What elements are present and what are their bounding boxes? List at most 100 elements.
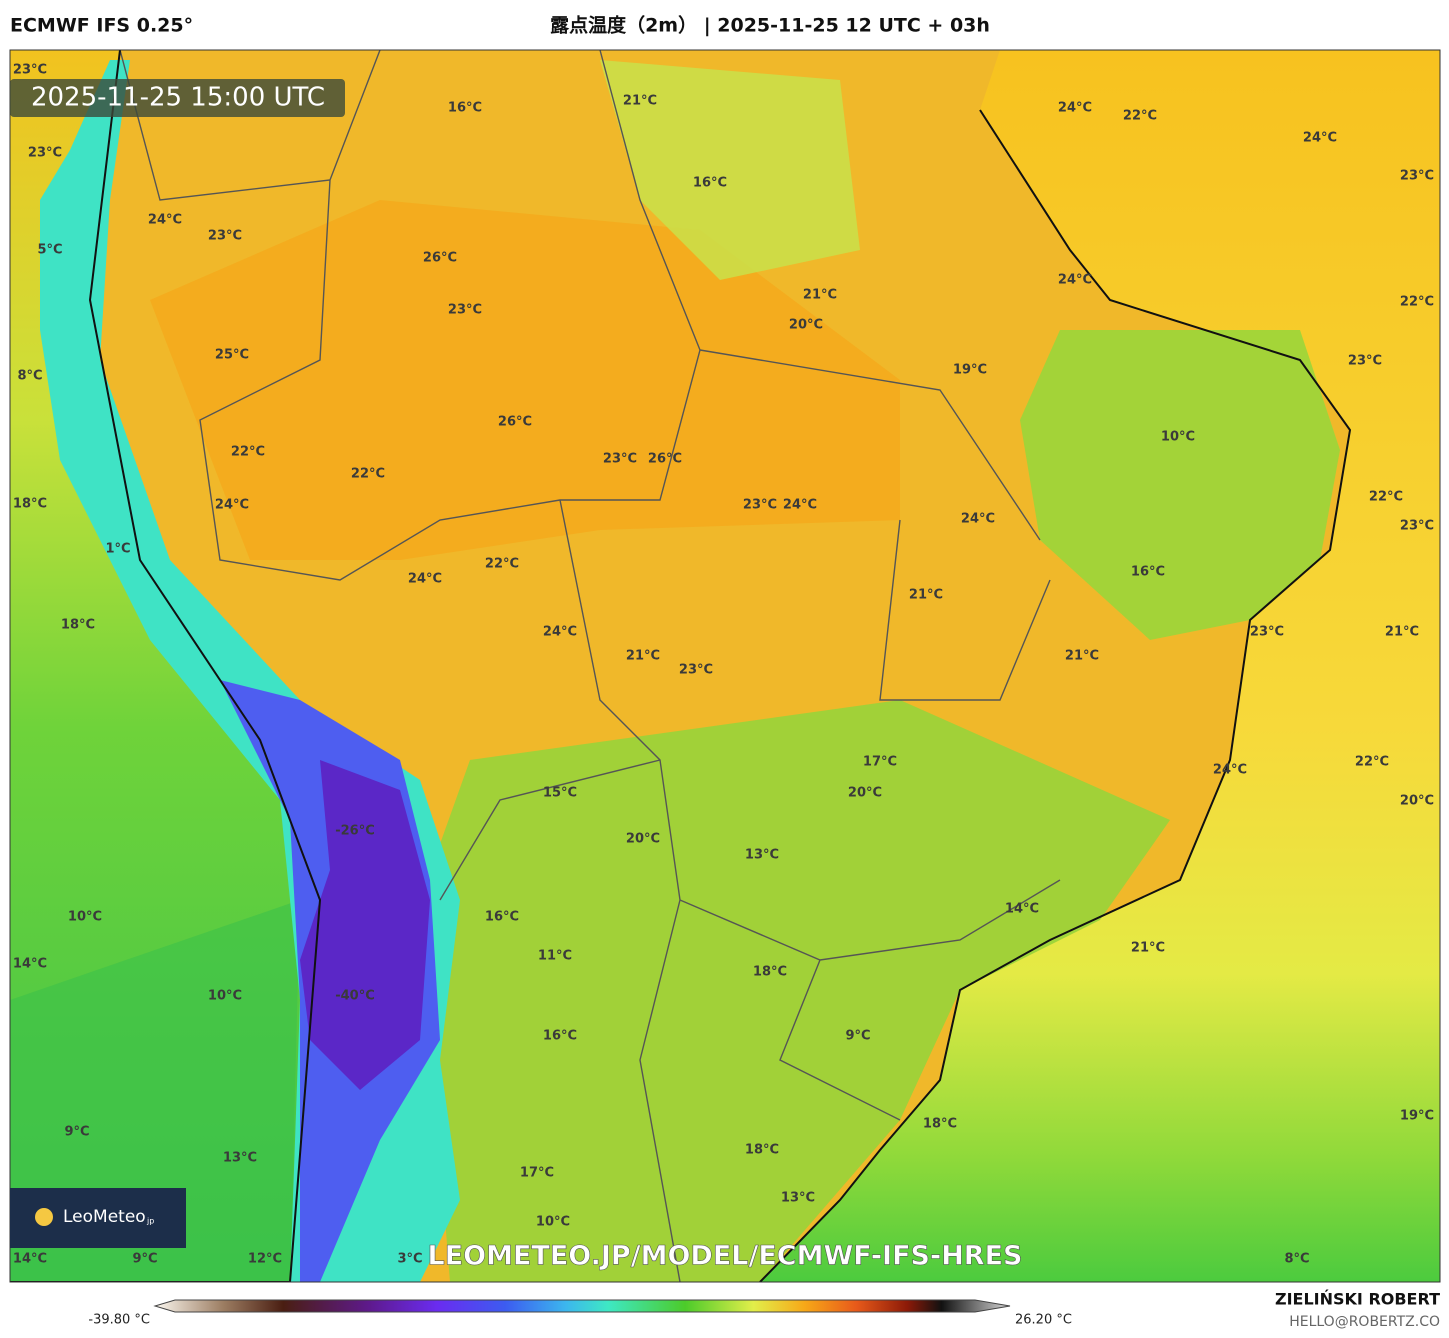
temperature-label: 21°C — [1385, 625, 1419, 640]
temperature-label: 10°C — [536, 1215, 570, 1230]
borders — [119, 50, 1061, 1282]
temperature-label: -40°C — [335, 989, 375, 1004]
time-box — [10, 79, 345, 117]
map-frame — [9, 49, 1441, 1283]
temperature-label: 5°C — [37, 243, 62, 258]
temperature-label: 9°C — [845, 1029, 870, 1044]
temperature-label: 9°C — [132, 1252, 157, 1267]
coastline — [10, 50, 1352, 1282]
map — [10, 50, 1440, 1282]
temperature-label: 14°C — [13, 1252, 47, 1267]
temperature-label: 22°C — [1123, 109, 1157, 124]
temperature-label: 16°C — [693, 176, 727, 191]
temperature-label: 22°C — [485, 557, 519, 572]
temperature-label: 24°C — [1213, 763, 1247, 778]
temperature-label: 22°C — [1355, 755, 1389, 770]
temperature-label: 3°C — [397, 1252, 422, 1267]
author: ZIELIŃSKI ROBERT — [1275, 1290, 1440, 1309]
temperature-label: 17°C — [863, 755, 897, 770]
temperature-label: 10°C — [1161, 430, 1195, 445]
temperature-label: 13°C — [223, 1151, 257, 1166]
temperature-label: 24°C — [543, 625, 577, 640]
temperature-label: 23°C — [679, 663, 713, 678]
temperature-label: 24°C — [1058, 101, 1092, 116]
temperature-label: 19°C — [953, 363, 987, 378]
temperature-label: 21°C — [1065, 649, 1099, 664]
temperature-label: 24°C — [783, 498, 817, 513]
temperature-label: 20°C — [1400, 794, 1434, 809]
temperature-label: 24°C — [1303, 131, 1337, 146]
temperature-label: 23°C — [13, 63, 47, 78]
temperature-label: 23°C — [603, 452, 637, 467]
temperature-label: 22°C — [231, 445, 265, 460]
colorbar: -39.80 °C 26.20 °C — [88, 1299, 1072, 1328]
temperature-label: 24°C — [215, 498, 249, 513]
temperature-label: 23°C — [1250, 625, 1284, 640]
temperature-label: 14°C — [13, 957, 47, 972]
temperature-label: 20°C — [789, 318, 823, 333]
green-northeast — [1020, 330, 1340, 640]
temperature-label: 26°C — [498, 415, 532, 430]
temperature-label: 10°C — [208, 989, 242, 1004]
temperature-label: 23°C — [28, 146, 62, 161]
logo-suffix: jp — [146, 1217, 154, 1226]
temperature-label: 19°C — [1400, 1109, 1434, 1124]
temperature-label: 8°C — [17, 369, 42, 384]
temperature-label: 21°C — [803, 288, 837, 303]
temperature-label: 24°C — [961, 512, 995, 527]
colorbar-bar — [153, 1299, 1011, 1313]
temperature-label: 16°C — [448, 101, 482, 116]
temperature-label: 23°C — [1400, 519, 1434, 534]
temperature-label: 26°C — [423, 251, 457, 266]
temperature-label: 10°C — [68, 910, 102, 925]
temperature-label: 24°C — [148, 213, 182, 228]
logo-sun — [35, 1208, 53, 1226]
temperature-label: 23°C — [743, 498, 777, 513]
temperature-label: 18°C — [61, 618, 95, 633]
green-north — [600, 60, 860, 280]
map-title: 露点温度（2m） | 2025-11-25 12 UTC + 03h — [550, 14, 990, 37]
watermark: LEOMETEO.JP/MODEL/ECMWF-IFS-HRES — [428, 1241, 1023, 1272]
temperature-labels: 23°C 16°C 21°C 24°C 22°C 24°C 23°C 23°C 16°C 24°C… — [13, 63, 1434, 1267]
temperature-label: 18°C — [13, 497, 47, 512]
temperature-label: 25°C — [215, 348, 249, 363]
temperature-label: 16°C — [485, 910, 519, 925]
temperature-label: 16°C — [543, 1029, 577, 1044]
temperature-label: -26°C — [335, 824, 375, 839]
temperature-label: 16°C — [1131, 565, 1165, 580]
temperature-label: 21°C — [626, 649, 660, 664]
valid-time: 2025-11-25 15:00 UTC — [31, 83, 325, 113]
email: HELLO@ROBERTZ.CO — [1289, 1314, 1440, 1330]
logo-name: LeoMeteo — [63, 1207, 146, 1227]
temperature-label: 23°C — [1400, 169, 1434, 184]
colorbar-max: 26.20 °C — [1015, 1313, 1072, 1328]
temperature-label: 12°C — [248, 1252, 282, 1267]
temperature-label: 13°C — [781, 1191, 815, 1206]
temperature-label: 20°C — [848, 786, 882, 801]
pacific-south — [10, 900, 300, 1282]
temperature-label: 17°C — [520, 1166, 554, 1181]
temperature-label: 1°C — [105, 542, 130, 557]
temperature-label: 13°C — [745, 848, 779, 863]
altiplano-cold — [300, 760, 430, 1090]
temperature-label: 15°C — [543, 786, 577, 801]
temperature-label: 22°C — [351, 467, 385, 482]
temperature-label: 23°C — [1348, 354, 1382, 369]
temperature-label: 8°C — [1284, 1252, 1309, 1267]
green-south — [420, 700, 1170, 1282]
temperature-label: 24°C — [408, 572, 442, 587]
temperature-label: 24°C — [1058, 273, 1092, 288]
temperature-label: 26°C — [648, 452, 682, 467]
temperature-label: 23°C — [208, 229, 242, 244]
temperature-label: 21°C — [1131, 941, 1165, 956]
temperature-label: 9°C — [64, 1125, 89, 1140]
warm-region — [150, 200, 900, 560]
temperature-label: 22°C — [1400, 295, 1434, 310]
temperature-label: 18°C — [923, 1117, 957, 1132]
temperature-label: 20°C — [626, 832, 660, 847]
model-name: ECMWF IFS 0.25° — [10, 15, 193, 37]
temperature-label: 22°C — [1369, 490, 1403, 505]
temperature-label: 14°C — [1005, 902, 1039, 917]
temperature-label: 18°C — [753, 965, 787, 980]
